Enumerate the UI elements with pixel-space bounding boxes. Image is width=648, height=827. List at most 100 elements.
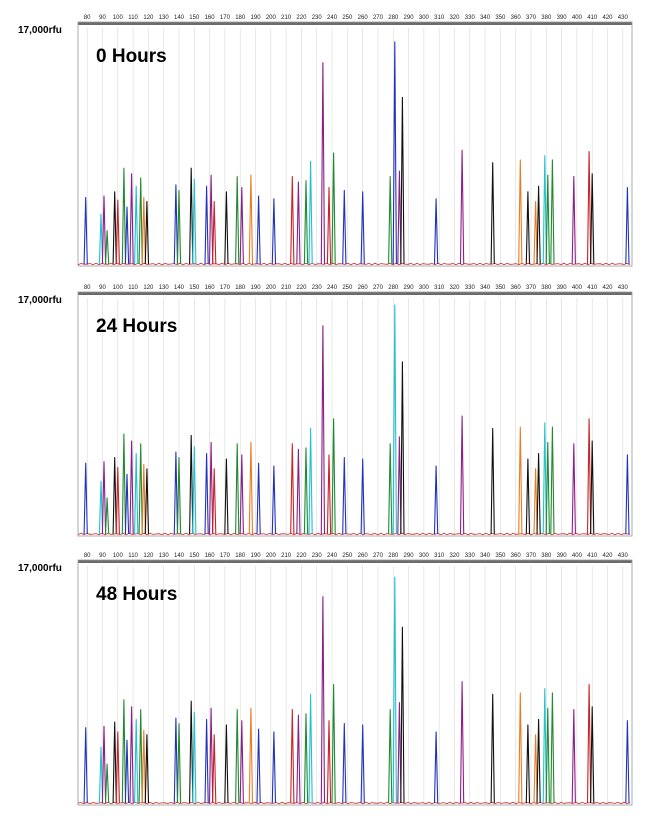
peak: [271, 198, 277, 265]
peak: [590, 706, 595, 804]
peak: [542, 422, 547, 535]
peak: [101, 725, 107, 804]
peak: [83, 727, 88, 804]
x-tick-label: 410: [587, 553, 598, 559]
x-tick-label: 380: [541, 285, 552, 291]
x-tick-label: 280: [388, 15, 399, 21]
x-tick-label: 290: [404, 285, 415, 291]
peak: [112, 457, 117, 535]
peak: [542, 155, 547, 265]
x-tick-label: 90: [99, 285, 106, 291]
peak: [138, 177, 143, 265]
x-tick-label: 140: [174, 553, 185, 559]
peak: [189, 700, 194, 804]
x-tick-label: 220: [296, 15, 307, 21]
peak: [115, 466, 120, 535]
x-tick-label: 150: [189, 285, 200, 291]
x-tick-label: 290: [404, 553, 415, 559]
peak: [176, 189, 182, 265]
peak: [550, 426, 555, 535]
panel-0: 80 90 100 110 120 130 140 150 160 170 180 190 200 210…: [18, 15, 633, 267]
peak: [235, 709, 240, 804]
x-tick-label: 190: [251, 285, 262, 291]
x-tick-label: 150: [189, 553, 200, 559]
peak: [144, 734, 150, 804]
x-tick-label: 210: [281, 553, 292, 559]
x-tick-label: 200: [266, 15, 277, 21]
peak: [303, 447, 309, 535]
x-tick-label: 140: [174, 15, 185, 21]
x-tick-label: 240: [327, 553, 338, 559]
peak: [586, 151, 592, 265]
baseline-trace: [77, 801, 631, 805]
peak: [112, 721, 117, 804]
peak: [518, 692, 523, 804]
peak: [104, 497, 110, 535]
peak: [134, 185, 139, 265]
x-tick-label: 310: [434, 15, 445, 21]
peak: [173, 184, 179, 265]
peak: [224, 191, 229, 265]
x-tick-label: 430: [618, 15, 629, 21]
peak: [121, 167, 127, 265]
peak: [625, 720, 630, 804]
x-tick-label: 240: [327, 285, 338, 291]
plot-frame: [77, 21, 633, 267]
peak: [129, 706, 134, 804]
peak: [239, 454, 244, 535]
peak: [326, 187, 332, 265]
peak: [224, 458, 229, 535]
peak: [571, 443, 576, 535]
marker-strip: [78, 560, 632, 563]
x-tick-label: 430: [618, 285, 629, 291]
peak: [83, 462, 88, 535]
peak: [331, 152, 336, 265]
x-tick-label: 310: [434, 285, 445, 291]
peak: [459, 415, 465, 535]
peak: [392, 304, 397, 535]
peak: [144, 468, 150, 535]
x-tick-label: 360: [511, 15, 522, 21]
x-tick-label: 420: [603, 285, 614, 291]
peak: [490, 693, 495, 804]
marker-strip: [78, 22, 632, 25]
peak: [290, 709, 295, 804]
peak: [248, 441, 254, 535]
peak: [536, 452, 541, 535]
x-tick-label: 130: [159, 285, 170, 291]
peak: [124, 739, 130, 804]
peak: [392, 41, 397, 265]
x-tick-label: 280: [388, 553, 399, 559]
plot-frame: [77, 291, 633, 537]
x-tick-label: 180: [235, 553, 246, 559]
x-tick-label: 290: [404, 15, 415, 21]
peak: [433, 198, 439, 265]
x-tick-label: 170: [220, 553, 231, 559]
peak: [208, 174, 214, 265]
peak: [392, 576, 397, 804]
peak: [308, 427, 313, 535]
peak: [101, 195, 107, 265]
peak: [104, 763, 110, 804]
x-tick-label: 320: [449, 553, 460, 559]
peak: [571, 175, 576, 265]
x-tick-label: 90: [99, 553, 106, 559]
peak: [397, 702, 402, 804]
x-tick-label: 90: [99, 15, 106, 21]
peak: [331, 418, 336, 535]
peak: [271, 731, 277, 804]
peak: [144, 200, 150, 265]
peak: [400, 96, 405, 265]
peak: [235, 443, 240, 535]
peak: [134, 718, 139, 804]
x-tick-label: 370: [526, 553, 537, 559]
x-tick-label: 160: [205, 15, 216, 21]
peak: [138, 709, 143, 804]
peak: [192, 711, 197, 804]
x-tick-label: 430: [618, 553, 629, 559]
x-tick-label: 230: [312, 15, 323, 21]
x-tick-label: 410: [587, 285, 598, 291]
x-tick-label: 340: [480, 553, 491, 559]
peak: [98, 746, 104, 804]
x-tick-label: 270: [373, 15, 384, 21]
